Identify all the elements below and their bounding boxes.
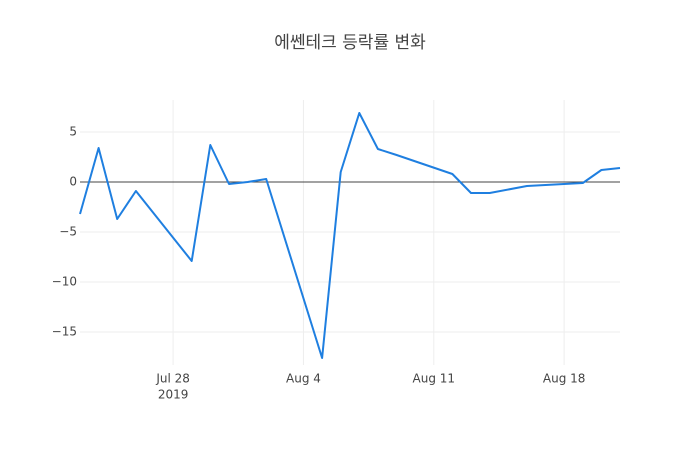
x-tick-label: Aug 4: [286, 372, 321, 386]
data-line: [79, 112, 621, 359]
y-tick-label: −10: [52, 275, 77, 289]
y-tick-label: 0: [69, 175, 77, 189]
x-year-label: 2019: [158, 388, 189, 402]
chart-title: 에쎈테크 등락률 변화: [274, 33, 426, 53]
y-tick-label: −5: [59, 225, 77, 239]
x-tick-label: Jul 28: [155, 372, 190, 386]
y-tick-label: 5: [69, 125, 77, 139]
x-tick-label: Aug 18: [543, 372, 586, 386]
x-tick-label: Aug 11: [413, 372, 456, 386]
y-tick-label: −15: [52, 325, 77, 339]
